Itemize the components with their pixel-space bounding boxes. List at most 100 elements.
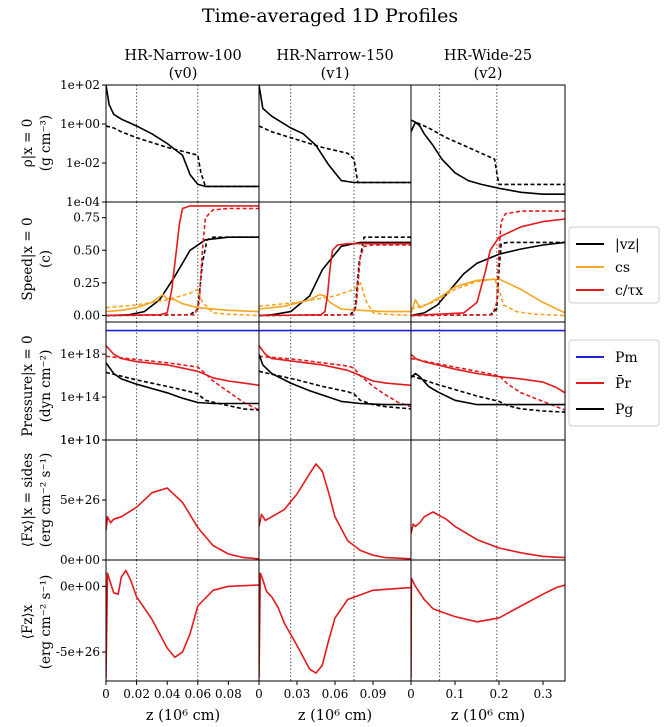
series-line (106, 236, 259, 317)
x-tick-label: 0 (255, 687, 263, 701)
panel-series-group (106, 329, 259, 411)
row-label-pressure: Pressure|x = 0 (20, 335, 36, 436)
series-line (411, 119, 565, 186)
x-tick-label: 0.04 (154, 687, 181, 701)
series-line (106, 85, 259, 188)
row-label-pressure-units: (dyn cm⁻²) (38, 350, 54, 423)
series-line (259, 242, 411, 317)
legend-speed: |vz| cs c/τx (568, 226, 660, 304)
row-label-rho: ρ|x = 0 (20, 119, 36, 168)
y-tick-label: 1e+00 (60, 117, 100, 131)
y-tick-label: 0e+00 (60, 579, 100, 593)
column-version: (v0) (169, 66, 198, 82)
panel-series-group (411, 329, 565, 413)
legend-label: P̄r (615, 374, 631, 392)
y-tick-label: 1e+10 (60, 433, 100, 447)
x-tick-label: 0.09 (360, 687, 387, 701)
series-line (259, 572, 411, 679)
y-tick-label: 0.50 (73, 243, 100, 257)
series-line (106, 345, 259, 387)
series-line (106, 355, 259, 411)
column-title: HR-Wide-25 (444, 48, 532, 64)
x-tick-label: 0.2 (489, 687, 508, 701)
x-tick-label: 0 (407, 687, 415, 701)
series-line (411, 218, 565, 317)
panel-series-group (259, 329, 411, 410)
legend-label: Pg (615, 402, 633, 418)
panel-frame (410, 559, 566, 682)
y-tick-label: 1e+10 (60, 433, 100, 447)
panel-series-group (259, 572, 411, 679)
series-line (259, 293, 411, 313)
row-label-speed-units: (c) (38, 250, 54, 268)
series-line (106, 207, 259, 317)
panel-series-group (106, 569, 259, 679)
row-label-speed: Speed|x = 0 (20, 217, 36, 300)
row-label-fx-units: (erg cm⁻² s⁻¹) (38, 453, 54, 548)
x-tick-label: 0.3 (533, 687, 552, 701)
series-line (106, 205, 259, 317)
series-line (259, 125, 411, 184)
x-tick-label: 0 (102, 687, 110, 701)
legend-pressure: Pm P̄r Pg (568, 339, 660, 427)
column-version: (v2) (474, 66, 503, 82)
x-tick-label: 0.08 (215, 687, 242, 701)
column-title: HR-Narrow-150 (276, 48, 393, 64)
x-axis-label: z (10⁶ cm) (298, 708, 372, 724)
series-line (411, 511, 565, 559)
x-axis-label: z (10⁶ cm) (146, 708, 220, 724)
series-line (411, 278, 565, 314)
row-label-rho-units: (g cm⁻³) (38, 115, 54, 171)
panel-frame (410, 84, 566, 203)
series-line (259, 355, 411, 408)
series-line (411, 210, 565, 317)
series-line (106, 569, 259, 679)
series-line (259, 85, 411, 184)
series-line (106, 293, 259, 313)
row-label-fx: ⟨Fx⟩|x = sides (20, 453, 36, 547)
column-version: (v1) (321, 66, 350, 82)
y-tick-label: -5e+26 (56, 645, 100, 659)
panel-series-group (259, 85, 411, 184)
figure-title: Time-averaged 1D Profiles (202, 5, 458, 27)
x-tick-label: 0.03 (284, 687, 311, 701)
series-line (411, 241, 565, 317)
panel-frame (410, 439, 566, 561)
panel-series-group (259, 463, 411, 560)
y-tick-label: 1e+18 (60, 347, 100, 361)
panel-series-group (411, 119, 565, 195)
y-tick-label: 5e+26 (60, 493, 100, 507)
series-line (106, 487, 259, 560)
panel-series-group (106, 205, 259, 317)
series-line (411, 278, 565, 317)
panel-frame (258, 321, 412, 441)
column-titles: HR-Narrow-100 (v0) HR-Narrow-150 (v1) HR… (124, 48, 532, 82)
y-tick-label: 1e+02 (60, 78, 100, 92)
column-title: HR-Narrow-100 (124, 48, 241, 64)
series-line (411, 374, 565, 413)
y-tick-label: 1e+14 (60, 390, 100, 404)
x-tick-label: 0.1 (445, 687, 464, 701)
series-line (259, 244, 411, 317)
series-line (259, 353, 411, 406)
series-line (411, 357, 565, 411)
row-labels: ρ|x = 0 (g cm⁻³) Speed|x = 0 (c) Pressur… (20, 115, 54, 669)
panel-series-group (411, 577, 565, 679)
panel-series-group (259, 236, 411, 317)
legend-frame (568, 226, 660, 304)
series-line (106, 371, 259, 411)
x-tick-label: 0.06 (184, 687, 211, 701)
series-line (411, 372, 565, 406)
series-line (106, 236, 259, 317)
panel-series-group (106, 85, 259, 188)
panel-frame (105, 84, 260, 203)
panel-series-group (411, 511, 565, 559)
y-tick-label: 1e-04 (66, 195, 100, 209)
series-line (411, 121, 565, 195)
panel-frame (258, 84, 412, 203)
series-line (259, 282, 411, 317)
panel-series-group (106, 487, 259, 560)
series-line (259, 463, 411, 560)
x-tick-label: 0.06 (322, 687, 349, 701)
